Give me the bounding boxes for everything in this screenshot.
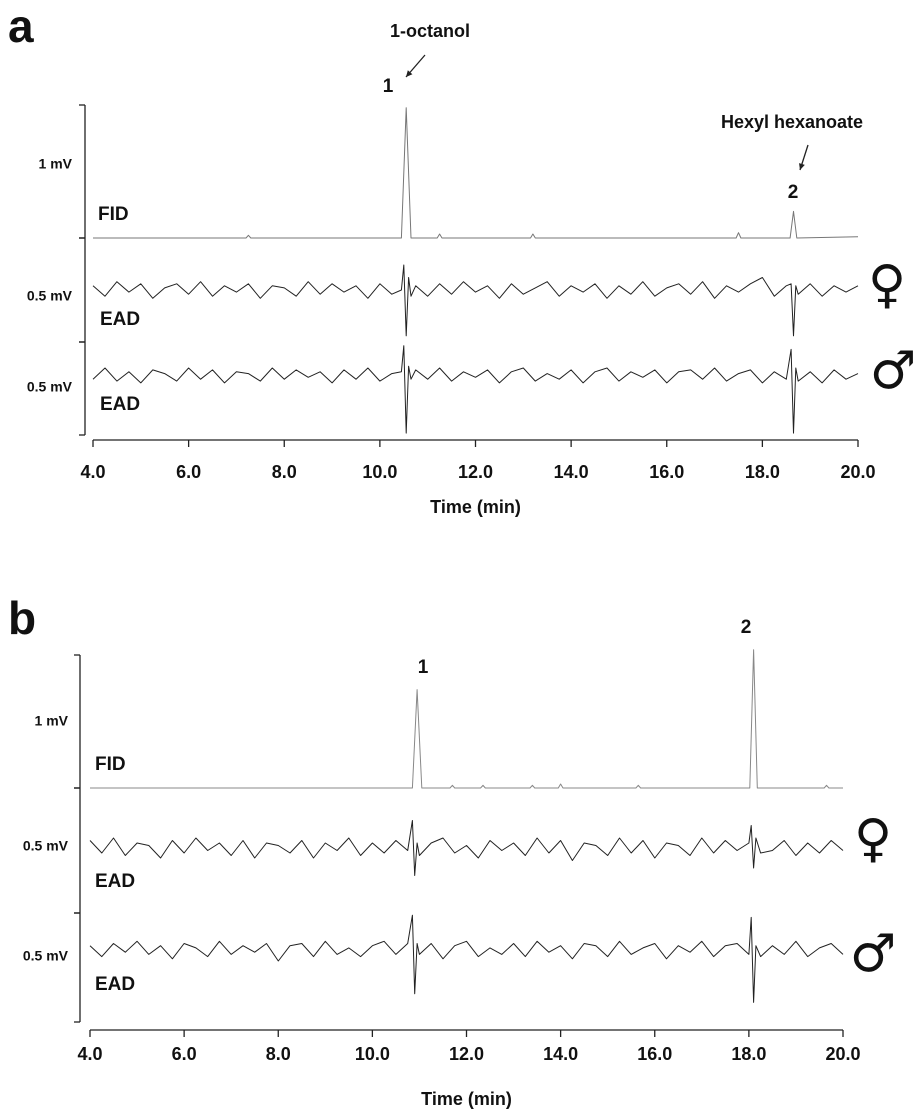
trace-name: EAD [100,394,140,415]
x-tick-label: 16.0 [649,462,684,482]
x-tick-label: 12.0 [449,1044,484,1064]
trace-name: EAD [100,309,140,330]
panel-label: b [8,592,36,644]
scale-label: 0.5 mV [23,838,69,854]
trace-name: EAD [95,974,135,995]
x-tick-label: 12.0 [458,462,493,482]
x-tick-label: 6.0 [172,1044,197,1064]
trace-line [89,914,844,1003]
arrow-head [799,163,805,170]
x-tick-label: 8.0 [272,462,297,482]
scale-label: 1 mV [35,713,69,729]
sex-symbol: ♀ [854,809,892,869]
peak-label: 2 [788,182,799,203]
peak-name: 1-octanol [390,21,470,41]
x-tick-label: 16.0 [637,1044,672,1064]
peak-label: 1 [383,76,394,97]
x-axis-label: Time (min) [421,1089,512,1109]
x-tick-label: 20.0 [825,1044,860,1064]
panel-label: a [8,0,34,52]
x-tick-label: 4.0 [80,462,105,482]
peak-label: 2 [741,617,752,638]
x-tick-label: 18.0 [731,1044,766,1064]
x-tick-label: 6.0 [176,462,201,482]
x-tick-label: 18.0 [745,462,780,482]
x-tick-label: 4.0 [77,1044,102,1064]
x-axis-label: Time (min) [430,497,521,517]
trace-name: FID [95,754,126,775]
x-tick-label: 14.0 [543,1044,578,1064]
scale-label: 0.5 mV [27,288,73,304]
sex-symbol: ♂ [870,341,913,401]
x-tick-label: 10.0 [355,1044,390,1064]
x-tick-label: 10.0 [362,462,397,482]
trace-line [89,820,844,876]
scale-label: 1 mV [39,156,73,172]
trace-name: FID [98,204,129,225]
x-tick-label: 8.0 [266,1044,291,1064]
sex-symbol: ♀ [868,255,906,315]
trace-line [93,107,859,239]
scale-label: 0.5 mV [27,379,73,395]
x-tick-label: 20.0 [840,462,875,482]
trace-name: EAD [95,871,135,892]
arrow-head [406,70,413,77]
trace-line [92,345,859,434]
peak-name: Hexyl hexanoate [721,112,863,132]
scale-label: 0.5 mV [23,948,69,964]
trace-line [92,264,859,337]
x-tick-label: 14.0 [554,462,589,482]
peak-label: 1 [418,657,429,678]
sex-symbol: ♂ [850,924,897,984]
trace-line [90,649,843,789]
